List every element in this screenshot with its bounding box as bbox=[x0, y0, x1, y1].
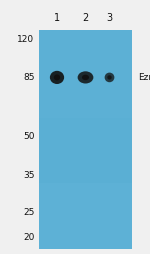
Ellipse shape bbox=[107, 75, 112, 80]
Text: 120: 120 bbox=[17, 35, 34, 44]
Ellipse shape bbox=[54, 74, 60, 80]
Text: 20: 20 bbox=[23, 233, 34, 242]
Text: 1: 1 bbox=[54, 13, 60, 23]
Ellipse shape bbox=[82, 75, 89, 80]
Ellipse shape bbox=[78, 71, 93, 84]
Text: 35: 35 bbox=[23, 171, 34, 180]
FancyBboxPatch shape bbox=[39, 30, 132, 249]
Text: 85: 85 bbox=[23, 73, 34, 82]
Ellipse shape bbox=[50, 71, 64, 84]
FancyBboxPatch shape bbox=[39, 30, 132, 118]
Ellipse shape bbox=[105, 73, 114, 82]
FancyBboxPatch shape bbox=[39, 183, 132, 249]
Text: Ezrin: Ezrin bbox=[138, 73, 150, 82]
Text: 3: 3 bbox=[106, 13, 112, 23]
Text: 2: 2 bbox=[82, 13, 89, 23]
Text: 25: 25 bbox=[23, 208, 34, 217]
Text: 50: 50 bbox=[23, 132, 34, 140]
